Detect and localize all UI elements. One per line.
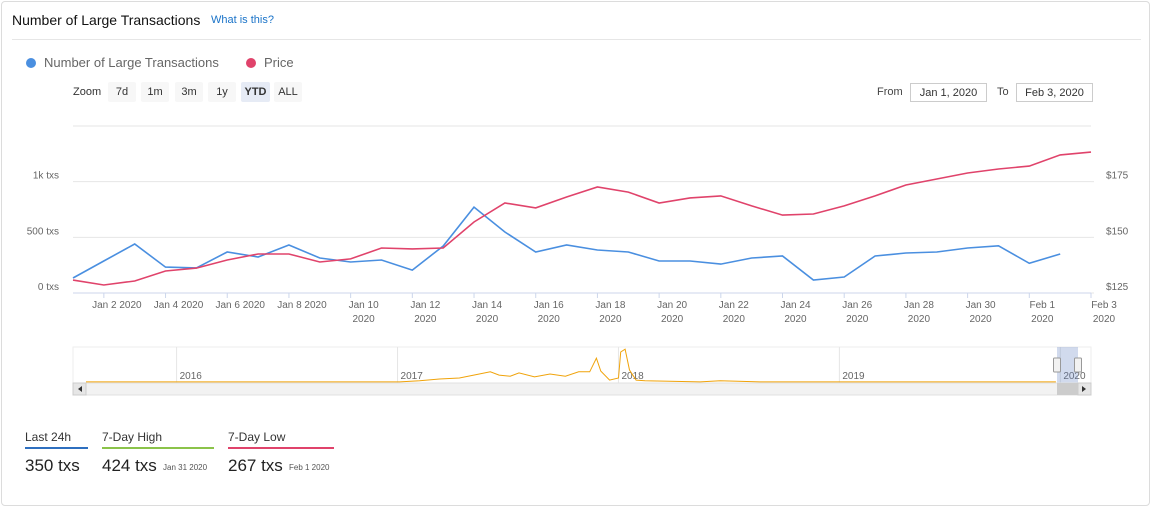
navigator-tick-label: 2018: [621, 371, 644, 382]
from-label: From: [877, 86, 903, 98]
stat-label: 7-Day High: [102, 430, 163, 444]
x-tick-label: Jan 10 2020: [348, 300, 379, 325]
stat-label: Last 24h: [25, 430, 72, 444]
x-tick-label: Jan 16 2020: [533, 300, 564, 325]
navigator-frame: [72, 346, 1092, 384]
stat-label: 7-Day Low: [228, 430, 286, 444]
x-tick-label: Jan 4 2020: [153, 300, 204, 311]
x-tick-label: Jan 8 2020: [277, 300, 327, 311]
y-tick-label: 500 txs: [27, 226, 59, 237]
x-tick-label: Jan 14 2020: [472, 300, 503, 325]
help-link[interactable]: What is this?: [211, 14, 274, 26]
scrollbar-track: [72, 382, 1092, 396]
navigator-selection: [1057, 347, 1078, 383]
y2-tick-label: $125: [1106, 282, 1129, 293]
y-tick-label: 0 txs: [38, 282, 59, 293]
zoom-button[interactable]: 1m: [141, 82, 169, 102]
zoom-button[interactable]: 1y: [208, 82, 236, 102]
navigator-tick-label: 2019: [842, 371, 865, 382]
y2-tick-label: $175: [1106, 171, 1129, 182]
x-tick-label: Jan 30 2020: [965, 300, 996, 325]
navigator-handle[interactable]: [1074, 357, 1082, 373]
legend-marker: [26, 58, 36, 68]
x-tick-label: Jan 2 2020: [92, 300, 142, 311]
zoom-button[interactable]: ALL: [274, 82, 302, 102]
legend-marker: [246, 58, 256, 68]
stat-underline: [228, 447, 334, 449]
navigator-line: [86, 348, 1056, 383]
stat-value: 424 txs: [102, 456, 157, 475]
zoom-button[interactable]: YTD: [241, 82, 270, 102]
x-tick-label: Jan 24 2020: [780, 300, 811, 325]
x-tick-label: Jan 12 2020: [410, 300, 441, 325]
stat-date: Jan 31 2020: [163, 463, 208, 472]
x-tick-label: Feb 3 2020: [1091, 300, 1117, 325]
to-label: To: [997, 86, 1009, 98]
series-line: [72, 151, 1092, 286]
divider: [12, 39, 1141, 40]
y-tick-label: 1k txs: [33, 171, 59, 182]
zoom-button[interactable]: 7d: [108, 82, 136, 102]
x-tick-label: Jan 6 2020: [215, 300, 265, 311]
navigator-tick-label: 2016: [180, 371, 203, 382]
from-input[interactable]: Jan 1, 2020: [910, 83, 987, 102]
stat-underline: [102, 447, 214, 449]
x-tick-label: Jan 20 2020: [657, 300, 688, 325]
x-tick-label: Jan 28 2020: [903, 300, 934, 325]
navigator-handle[interactable]: [1053, 357, 1061, 373]
title: Number of Large Transactions: [12, 12, 201, 28]
zoom-button[interactable]: 3m: [175, 82, 203, 102]
stat-value: 350 txs: [25, 456, 80, 475]
to-input[interactable]: Feb 3, 2020: [1016, 83, 1093, 102]
navigator-tick-label: 2017: [401, 371, 424, 382]
stat-date: Feb 1 2020: [289, 463, 330, 472]
scrollbar-arrow: [78, 386, 82, 392]
x-tick-label: Jan 26 2020: [842, 300, 873, 325]
navigator-tick-label: 2020: [1063, 371, 1086, 382]
scrollbar-arrow: [1082, 386, 1086, 392]
x-tick-label: Jan 22 2020: [718, 300, 749, 325]
y2-tick-label: $150: [1106, 226, 1129, 237]
x-tick-label: Feb 1 2020: [1029, 300, 1056, 325]
scrollbar-thumb[interactable]: [1057, 383, 1078, 395]
stat-underline: [25, 447, 88, 449]
stat-value: 267 txs: [228, 456, 283, 475]
legend-entry[interactable]: Number of Large Transactions: [44, 55, 219, 70]
zoom-label: Zoom: [73, 86, 102, 98]
legend-entry[interactable]: Price: [264, 55, 294, 70]
x-tick-label: Jan 18 2020: [595, 300, 626, 325]
series-line: [72, 205, 1061, 281]
